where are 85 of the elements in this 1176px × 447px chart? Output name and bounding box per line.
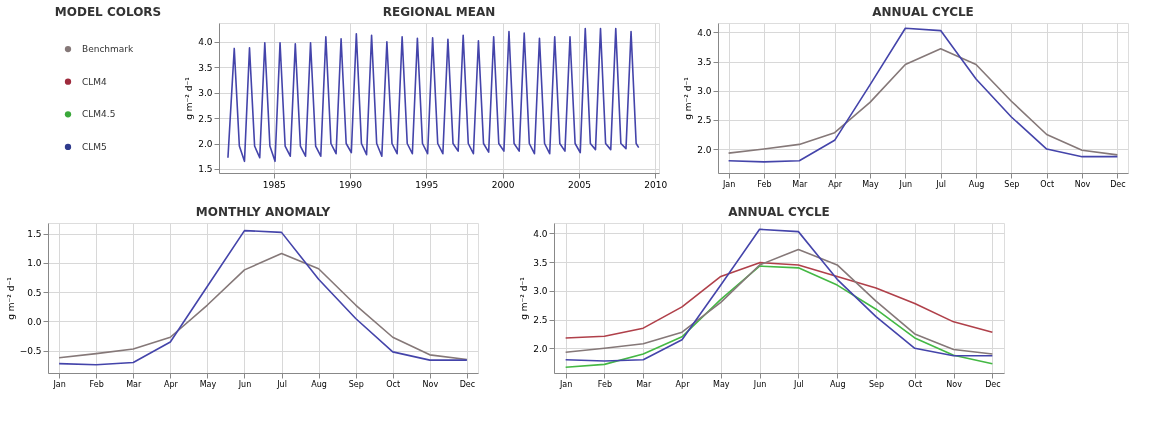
legend-label: Benchmark: [82, 44, 135, 55]
x-tick-label: Jun: [898, 179, 913, 189]
x-tick-label: Nov: [946, 379, 963, 389]
x-tick-label: Oct: [1040, 179, 1055, 189]
y-tick-label: 3.0: [697, 86, 712, 97]
x-tick-label: Aug: [829, 379, 846, 389]
x-tick-label: Aug: [311, 379, 327, 389]
y-tick-label: 0.5: [27, 287, 42, 298]
x-tick-label: Dec: [1110, 179, 1126, 189]
y-tick-label: −0.5: [19, 346, 42, 357]
x-tick-label: Jul: [935, 179, 946, 189]
y-tick-label: 3.5: [533, 257, 548, 268]
x-tick-label: 1990: [339, 179, 363, 190]
x-tick-label: Mar: [636, 379, 652, 389]
y-tick-label: 0.0: [27, 316, 42, 327]
y-tick-label: 4.0: [697, 27, 712, 38]
x-tick-label: Dec: [459, 379, 476, 389]
x-tick-label: Mar: [792, 179, 809, 189]
x-tick-label: Jan: [52, 379, 66, 389]
y-tick-label: 4.0: [198, 37, 213, 48]
y-tick-label: 4.0: [533, 228, 548, 239]
y-axis-title: g m⁻² d⁻¹: [519, 276, 530, 320]
y-axis-title: g m⁻² d⁻¹: [5, 276, 16, 320]
line-series: [564, 265, 994, 369]
x-tick-label: Feb: [597, 379, 613, 389]
legend-label: CLM4.5: [82, 109, 116, 120]
x-tick-label: Sep: [1004, 179, 1020, 189]
y-tick-label: 2.0: [198, 139, 213, 150]
y-tick-label: 2.0: [697, 144, 712, 155]
x-tick-label: Aug: [968, 179, 985, 189]
line-series: [564, 248, 994, 355]
line-series: [227, 27, 640, 163]
y-axis-title: g m⁻² d⁻¹: [683, 76, 694, 120]
y-tick-label: 1.5: [198, 164, 213, 175]
text: MODEL COLORS: [54, 5, 162, 19]
x-tick-label: Nov: [422, 379, 439, 389]
chart-title: REGIONAL MEAN: [382, 5, 496, 19]
x-tick-label: Apr: [163, 379, 179, 389]
y-tick-label: 1.0: [27, 258, 42, 269]
line-series: [564, 261, 994, 339]
y-tick-label: 1.5: [27, 229, 42, 240]
x-tick-label: Feb: [89, 379, 104, 389]
x-tick-label: Jan: [558, 379, 573, 389]
x-tick-label: Mar: [126, 379, 143, 389]
x-tick-label: 1995: [415, 179, 439, 190]
legend-label: CLM5: [82, 141, 107, 152]
y-axis-title: g m⁻² d⁻¹: [184, 76, 195, 120]
line-series: [564, 228, 994, 362]
chart-title: MONTHLY ANOMALY: [195, 205, 331, 219]
x-tick-label: May: [862, 179, 880, 189]
y-tick-label: 2.5: [533, 315, 548, 326]
chart-title: ANNUAL CYCLE: [872, 5, 974, 19]
x-tick-label: Apr: [675, 379, 691, 389]
x-tick-label: 2010: [644, 179, 668, 190]
y-tick-label: 2.5: [198, 113, 213, 124]
x-tick-label: Nov: [1074, 179, 1091, 189]
x-tick-label: Jul: [276, 379, 287, 389]
chart-title: ANNUAL CYCLE: [728, 205, 830, 219]
x-tick-label: Feb: [757, 179, 772, 189]
line-series: [58, 252, 468, 361]
legend-label: CLM4: [82, 76, 108, 87]
x-tick-label: Dec: [985, 379, 1001, 389]
y-tick-label: 3.5: [697, 57, 712, 68]
x-tick-label: Sep: [868, 379, 885, 389]
x-tick-label: Sep: [348, 379, 364, 389]
y-tick-label: 2.0: [533, 343, 548, 354]
x-tick-label: Oct: [908, 379, 923, 389]
y-tick-label: 2.5: [697, 115, 712, 126]
line-series: [727, 27, 1119, 163]
line-series: [727, 47, 1119, 156]
x-tick-label: Jun: [752, 379, 767, 389]
x-tick-label: 1985: [262, 179, 286, 190]
line-series: [58, 229, 468, 366]
x-tick-label: 2005: [567, 179, 591, 190]
x-tick-label: Jun: [237, 379, 252, 389]
x-tick-label: May: [713, 379, 730, 389]
x-tick-label: Apr: [828, 179, 843, 189]
y-tick-label: 3.0: [198, 88, 213, 99]
x-tick-label: Oct: [386, 379, 401, 389]
x-tick-label: May: [199, 379, 217, 389]
y-tick-label: 3.5: [198, 62, 213, 73]
x-tick-label: Jan: [721, 179, 736, 189]
x-tick-label: Jul: [793, 379, 804, 389]
x-tick-label: 2000: [491, 179, 515, 190]
y-tick-label: 3.0: [533, 286, 548, 297]
